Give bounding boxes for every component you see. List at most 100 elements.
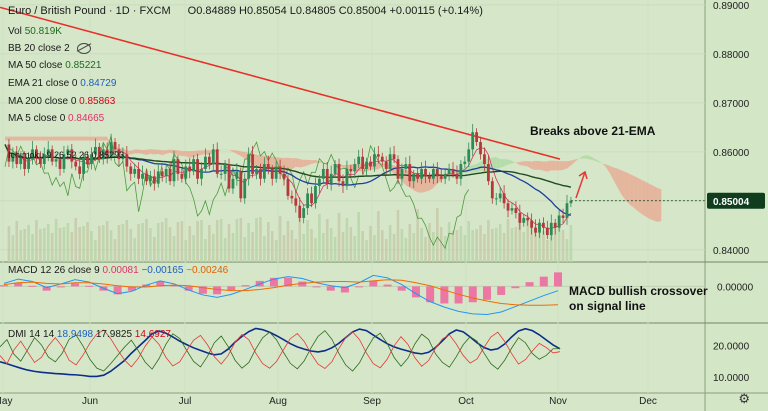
volume-bar — [455, 230, 459, 262]
volume-bar — [514, 227, 518, 262]
legend-value: 0.85863 — [79, 96, 116, 107]
hidden-eye-icon[interactable] — [76, 43, 91, 54]
volume-bar — [518, 223, 522, 262]
dmi-line — [0, 330, 561, 372]
volume-bar — [329, 228, 333, 262]
candle-body — [455, 173, 459, 179]
candle-body — [109, 142, 113, 157]
volume-bar — [208, 225, 211, 262]
annotation-macd-line2: on signal line — [569, 299, 646, 313]
volume-bar — [557, 221, 561, 262]
volume-bar — [74, 218, 78, 262]
ichimoku-cloud-segment — [547, 160, 552, 172]
gear-icon[interactable]: ⚙ — [738, 391, 750, 406]
macd-histogram-bar — [554, 272, 562, 287]
volume-bar — [46, 224, 50, 262]
legend-vol[interactable]: Vol 50.819K — [8, 26, 62, 37]
volume-bar — [463, 235, 467, 262]
legend-macd[interactable]: MACD 12 26 close 9 0.00081 −0.00165 −0.0… — [8, 265, 228, 276]
macd-histogram-bar — [312, 286, 321, 288]
volume-bar — [392, 234, 396, 262]
candle-body — [565, 203, 569, 218]
ichimoku-cloud-segment — [523, 161, 528, 167]
volume-bar — [487, 220, 490, 262]
volume-bar — [94, 240, 97, 262]
volume-bar — [380, 230, 384, 262]
ichimoku-cloud-segment — [586, 154, 591, 160]
volume-bar — [180, 221, 184, 262]
ichimoku-cloud-segment — [515, 161, 520, 166]
legend-label: Ichimoku 9 26 52 26 — [8, 150, 90, 160]
ichimoku-cloud-segment — [421, 174, 426, 193]
candle-body — [459, 164, 463, 179]
volume-bar — [494, 228, 498, 262]
volume-bar — [282, 235, 286, 262]
volume-bar — [164, 218, 168, 262]
candle-body — [82, 156, 85, 174]
macd-histogram-bar — [56, 286, 65, 288]
ichimoku-cloud-segment — [527, 161, 532, 169]
ichimoku-cloud-segment — [60, 136, 64, 141]
legend-ma5[interactable]: MA 5 close 0 0.84665 — [8, 113, 104, 124]
volume-bar — [137, 224, 140, 262]
candle-body — [125, 154, 129, 167]
volume-bar — [369, 226, 372, 262]
candle-body — [439, 176, 443, 179]
volume-bar — [219, 219, 223, 262]
legend-label: MACD 12 26 close 9 — [8, 265, 100, 276]
volume-bar — [204, 239, 207, 262]
volume-bar — [153, 237, 156, 262]
candle-body — [416, 173, 420, 179]
legend-ema21[interactable]: EMA 21 close 0 0.84729 — [8, 78, 116, 89]
candle-body — [310, 193, 313, 204]
ichimoku-cloud-segment — [594, 158, 599, 163]
volume-bar — [510, 228, 514, 262]
ichimoku-cloud-segment — [574, 158, 579, 162]
candle-body — [129, 166, 133, 174]
candle-body — [243, 178, 247, 199]
volume-bar — [498, 224, 502, 262]
last-price-badge — [707, 192, 765, 209]
legend-ma50[interactable]: MA 50 close 0.85221 — [8, 60, 101, 71]
volume-bar — [447, 222, 451, 262]
legend-value: 0.85293 — [91, 150, 125, 160]
volume-bar — [90, 231, 93, 262]
ichimoku-cloud-segment — [559, 161, 564, 171]
price-tick-label: 0.84000 — [713, 246, 750, 257]
volume-bar — [43, 228, 46, 262]
candle-body — [538, 222, 541, 233]
candle-body — [345, 168, 349, 187]
ichimoku-cloud-segment — [570, 159, 575, 166]
legend-bb[interactable]: BB 20 close 2 — [8, 43, 91, 54]
volume-bar — [400, 229, 404, 262]
ichimoku-cloud-segment — [622, 170, 626, 201]
candle-body — [145, 173, 148, 182]
ichimoku-cloud-segment — [52, 136, 57, 141]
candle-body — [333, 164, 337, 174]
candle-body — [54, 159, 58, 162]
volume-bar — [290, 230, 294, 262]
legend-ichimoku[interactable]: Ichimoku 9 26 52 26 0.85293 — [8, 150, 124, 160]
ichimoku-cloud-segment — [126, 150, 131, 155]
volume-bar — [113, 239, 117, 262]
time-tick-label: Oct — [458, 396, 474, 407]
dmi-tick-label: 10.0000 — [713, 373, 750, 384]
ichimoku-cloud-segment — [566, 160, 571, 169]
legend-ma200[interactable]: MA 200 close 0 0.85863 — [8, 96, 115, 107]
time-tick-label: Sep — [363, 396, 381, 407]
candle-body — [510, 208, 514, 211]
volume-bar — [341, 232, 345, 262]
candle-body — [349, 168, 353, 172]
volume-bar — [412, 233, 416, 262]
volume-bar — [365, 240, 368, 262]
last-price-label: 0.85004 — [713, 197, 750, 208]
legend-dmi[interactable]: DMI 14 14 18.9498 17.9825 14.6927 — [8, 329, 171, 340]
volume-bar — [15, 221, 19, 262]
candle-body — [498, 193, 502, 199]
ichimoku-cloud-segment — [629, 173, 634, 208]
ichimoku-cloud-segment — [653, 185, 658, 222]
candle-body — [467, 149, 471, 162]
ichimoku-cloud-segment — [24, 136, 29, 141]
candle-body — [137, 168, 141, 179]
